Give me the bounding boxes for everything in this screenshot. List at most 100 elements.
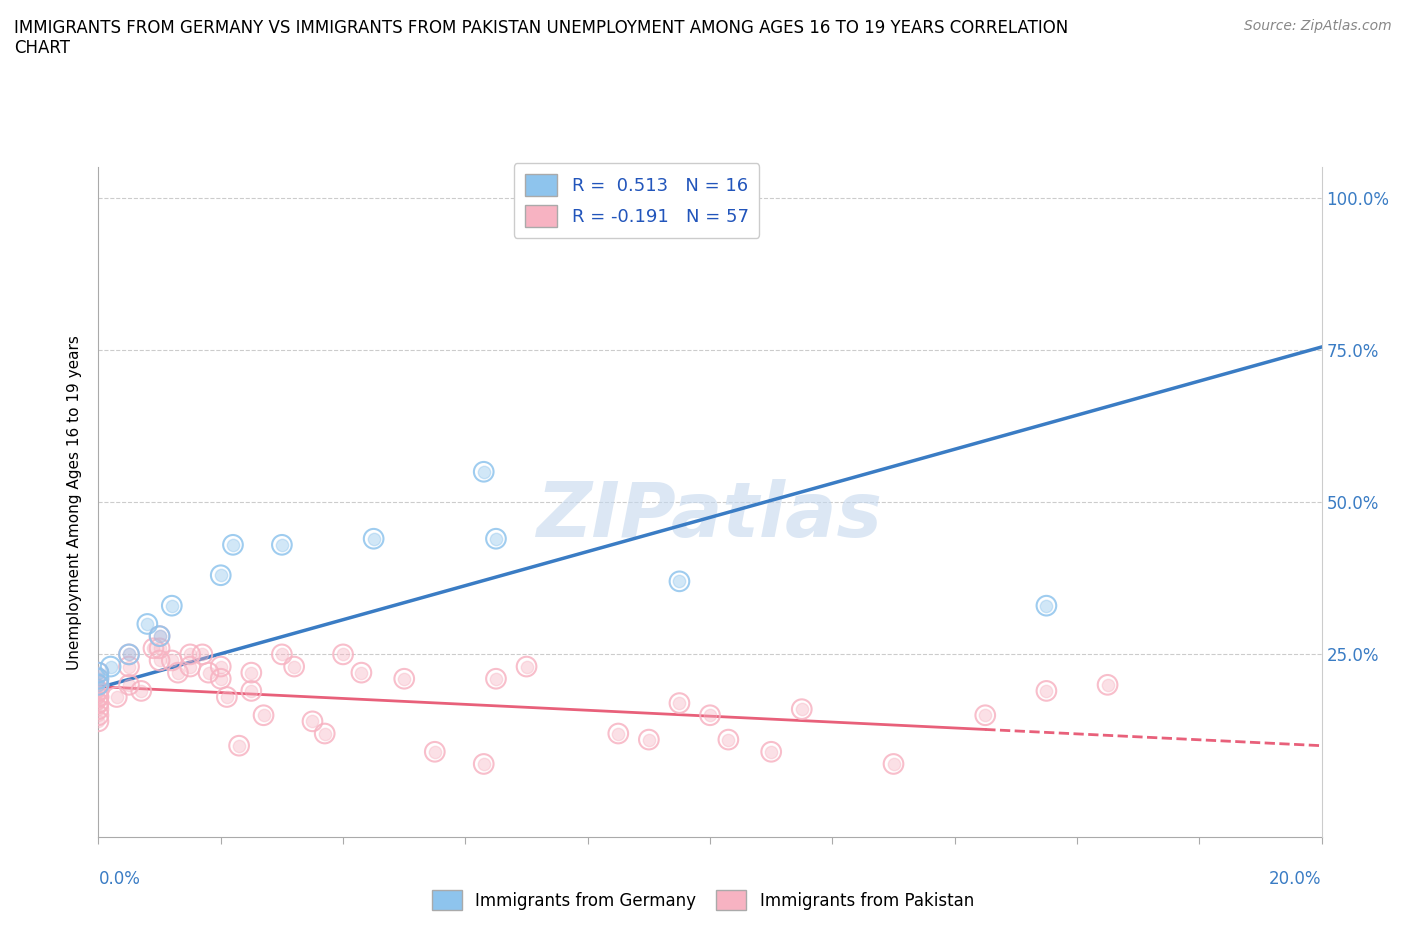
Point xyxy=(270,538,292,552)
Point xyxy=(332,647,354,662)
Point xyxy=(699,708,721,723)
Point xyxy=(191,647,214,662)
Point xyxy=(472,464,495,479)
Point xyxy=(87,677,110,692)
Point xyxy=(668,574,690,589)
Point xyxy=(118,647,141,662)
Point xyxy=(314,726,336,741)
Point xyxy=(717,732,740,747)
Point xyxy=(167,665,190,680)
Point xyxy=(100,659,122,674)
Point xyxy=(637,732,661,747)
Point xyxy=(87,677,110,692)
Point xyxy=(222,538,245,552)
Point xyxy=(883,756,905,771)
Point xyxy=(87,689,110,704)
Point xyxy=(118,677,141,692)
Point xyxy=(283,659,305,674)
Point xyxy=(87,689,110,704)
Point xyxy=(350,665,373,680)
Point xyxy=(699,708,721,723)
Point xyxy=(179,659,201,674)
Point xyxy=(1035,598,1057,613)
Point xyxy=(252,708,274,723)
Point xyxy=(668,696,690,711)
Point xyxy=(87,677,110,692)
Point xyxy=(87,702,110,717)
Point xyxy=(209,671,232,686)
Point xyxy=(392,671,416,686)
Legend: Immigrants from Germany, Immigrants from Pakistan: Immigrants from Germany, Immigrants from… xyxy=(426,884,980,917)
Point xyxy=(160,598,183,613)
Point xyxy=(301,714,323,729)
Point xyxy=(228,738,250,753)
Point xyxy=(485,671,508,686)
Point xyxy=(87,696,110,711)
Point xyxy=(87,665,110,680)
Point xyxy=(87,684,110,698)
Point xyxy=(209,568,232,583)
Point xyxy=(790,702,813,717)
Point xyxy=(240,665,263,680)
Point xyxy=(1097,677,1119,692)
Point xyxy=(160,653,183,668)
Legend: R =  0.513   N = 16, R = -0.191   N = 57: R = 0.513 N = 16, R = -0.191 N = 57 xyxy=(513,163,759,238)
Point xyxy=(883,756,905,771)
Point xyxy=(607,726,630,741)
Point xyxy=(197,665,219,680)
Point xyxy=(87,671,110,686)
Point xyxy=(105,689,128,704)
Point xyxy=(129,684,152,698)
Point xyxy=(301,714,323,729)
Point xyxy=(240,665,263,680)
Point xyxy=(668,696,690,711)
Point xyxy=(100,659,122,674)
Point xyxy=(142,641,165,656)
Point xyxy=(759,744,782,759)
Y-axis label: Unemployment Among Ages 16 to 19 years: Unemployment Among Ages 16 to 19 years xyxy=(67,335,83,670)
Point xyxy=(637,732,661,747)
Point xyxy=(87,714,110,729)
Point xyxy=(209,671,232,686)
Point xyxy=(179,659,201,674)
Point xyxy=(1035,684,1057,698)
Point xyxy=(118,647,141,662)
Point xyxy=(87,665,110,680)
Point xyxy=(149,629,172,644)
Point xyxy=(485,531,508,546)
Point xyxy=(160,653,183,668)
Point xyxy=(179,647,201,662)
Point xyxy=(516,659,538,674)
Point xyxy=(472,756,495,771)
Point xyxy=(87,671,110,686)
Point xyxy=(472,756,495,771)
Point xyxy=(607,726,630,741)
Point xyxy=(240,684,263,698)
Point xyxy=(392,671,416,686)
Point xyxy=(87,677,110,692)
Point xyxy=(363,531,385,546)
Point xyxy=(136,617,159,631)
Point xyxy=(179,647,201,662)
Text: 20.0%: 20.0% xyxy=(1270,870,1322,887)
Point xyxy=(118,647,141,662)
Point xyxy=(790,702,813,717)
Point xyxy=(160,598,183,613)
Point xyxy=(87,665,110,680)
Point xyxy=(209,659,232,674)
Point xyxy=(350,665,373,680)
Point xyxy=(87,696,110,711)
Point xyxy=(149,653,172,668)
Point xyxy=(87,684,110,698)
Text: 0.0%: 0.0% xyxy=(98,870,141,887)
Point xyxy=(222,538,245,552)
Point xyxy=(197,665,219,680)
Point xyxy=(423,744,446,759)
Point xyxy=(87,708,110,723)
Point xyxy=(87,696,110,711)
Point xyxy=(270,538,292,552)
Point xyxy=(87,689,110,704)
Point xyxy=(118,659,141,674)
Point xyxy=(252,708,274,723)
Point xyxy=(485,671,508,686)
